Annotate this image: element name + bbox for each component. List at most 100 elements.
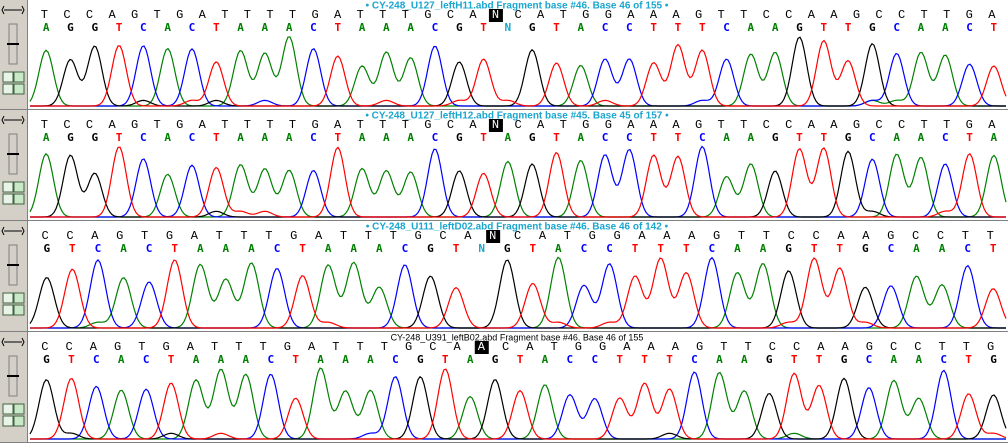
tool-button[interactable]: [13, 415, 25, 427]
base-letter: C: [41, 340, 48, 354]
base-call: C: [699, 131, 706, 144]
base-letter: T: [718, 8, 725, 22]
base-call: T: [675, 131, 682, 144]
base-letter: A: [623, 340, 631, 354]
base-letter: G: [131, 8, 138, 22]
scroll-arrows-button[interactable]: [1, 5, 25, 15]
base-call: T: [820, 21, 827, 34]
base-letter: A: [334, 118, 342, 132]
base-call: C: [606, 242, 613, 255]
highlighted-base-box: [486, 230, 501, 243]
base-call: G: [456, 131, 463, 144]
base-letter: T: [402, 8, 409, 22]
base-call: A: [43, 131, 50, 144]
base-letter: A: [830, 118, 838, 132]
tool-button[interactable]: [2, 415, 14, 427]
base-call: T: [116, 131, 123, 144]
tool-button[interactable]: [13, 71, 25, 83]
base-letter: G: [114, 340, 121, 354]
base-letter: A: [663, 229, 671, 243]
base-letter: G: [163, 340, 170, 354]
base-call: T: [453, 242, 460, 255]
base-call: G: [841, 353, 848, 366]
base-call: T: [632, 242, 639, 255]
tool-button[interactable]: [2, 83, 14, 95]
base-call: C: [964, 242, 971, 255]
base-letter: C: [898, 8, 905, 22]
base-letter: A: [650, 8, 658, 22]
scroll-arrows-button[interactable]: [1, 226, 25, 236]
base-letter: G: [311, 118, 318, 132]
base-call: A: [723, 131, 730, 144]
base-letter: T: [357, 118, 364, 132]
base-call: G: [766, 353, 773, 366]
panel: • CY-248_U127_leftH12.abd Fragment base …: [0, 110, 1008, 221]
base-letter: A: [817, 340, 825, 354]
base-call: T: [675, 21, 682, 34]
base-letter: T: [332, 340, 339, 354]
base-call: A: [577, 131, 584, 144]
base-letter: G: [853, 8, 860, 22]
base-call: A: [893, 131, 900, 144]
tool-button[interactable]: [13, 181, 25, 193]
base-letter: A: [108, 8, 116, 22]
tool-button[interactable]: [2, 403, 14, 415]
base-letter: C: [785, 8, 792, 22]
base-letter: C: [514, 8, 521, 22]
base-call: A: [555, 242, 562, 255]
base-call: C: [146, 242, 153, 255]
base-call: T: [965, 353, 972, 366]
panel-background: [0, 110, 1008, 221]
base-call: C: [402, 242, 409, 255]
base-letter: T: [266, 118, 273, 132]
tool-button[interactable]: [2, 304, 14, 316]
base-call: C: [581, 242, 588, 255]
base-letter: A: [526, 340, 534, 354]
tool-button[interactable]: [2, 292, 14, 304]
base-call: A: [317, 353, 324, 366]
base-call: T: [334, 131, 341, 144]
tool-button[interactable]: [13, 304, 25, 316]
base-call: A: [164, 131, 171, 144]
base-call: A: [350, 242, 357, 255]
base-call: A: [262, 21, 269, 34]
base-call: C: [942, 131, 949, 144]
tool-button[interactable]: [2, 181, 14, 193]
base-call: A: [262, 131, 269, 144]
base-letter: T: [381, 340, 388, 354]
base-call: G: [492, 353, 499, 366]
base-letter: G: [589, 229, 596, 243]
base-letter: G: [290, 229, 297, 243]
base-letter: A: [830, 8, 838, 22]
base-letter: T: [564, 229, 571, 243]
tool-button[interactable]: [13, 83, 25, 95]
tool-button[interactable]: [2, 193, 14, 205]
base-letter: T: [551, 340, 558, 354]
scroll-arrows-button[interactable]: [1, 337, 25, 347]
base-letter: T: [379, 118, 386, 132]
base-letter: A: [187, 340, 195, 354]
base-letter: C: [86, 118, 93, 132]
tool-button[interactable]: [2, 71, 14, 83]
base-call: C: [893, 21, 900, 34]
highlighted-base-box: [474, 341, 489, 354]
base-call: G: [456, 21, 463, 34]
tool-button[interactable]: [13, 292, 25, 304]
highlighted-base-box: [488, 9, 503, 22]
base-letter: T: [943, 8, 950, 22]
base-call: A: [223, 242, 230, 255]
base-call: T: [683, 242, 690, 255]
tool-button[interactable]: [13, 403, 25, 415]
base-letter: G: [696, 340, 703, 354]
base-letter: A: [808, 8, 816, 22]
base-letter: G: [614, 229, 621, 243]
base-call: T: [171, 242, 178, 255]
base-letter: T: [963, 340, 970, 354]
base-letter: A: [988, 8, 996, 22]
base-call: T: [292, 353, 299, 366]
tool-button[interactable]: [13, 193, 25, 205]
base-letter: G: [176, 8, 183, 22]
base-letter: T: [260, 340, 267, 354]
base-letter: G: [166, 229, 173, 243]
scroll-arrows-button[interactable]: [1, 115, 25, 125]
